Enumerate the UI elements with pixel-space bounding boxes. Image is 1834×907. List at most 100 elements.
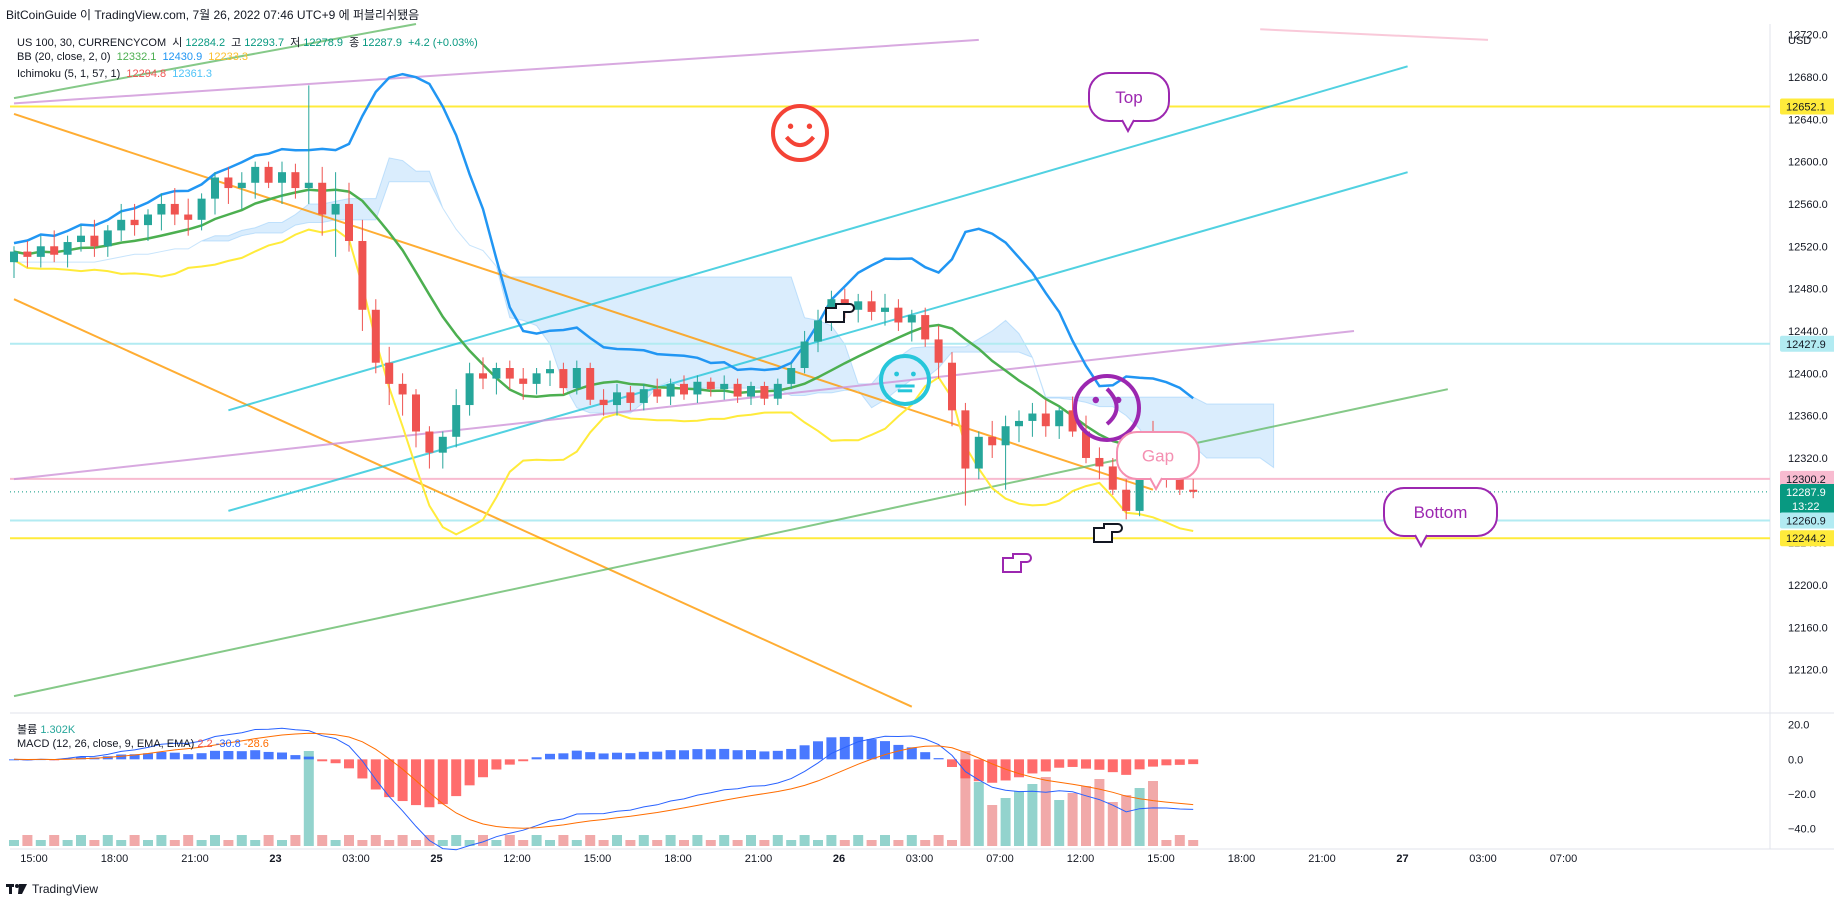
candle-body — [50, 246, 59, 255]
candle-75 — [1015, 410, 1023, 443]
emoji-outline — [879, 354, 931, 406]
macd-tick-label: 0.0 — [1788, 754, 1803, 766]
candle-body — [1108, 466, 1117, 490]
macd-hist-bar-15 — [210, 750, 220, 760]
macd-tick-label: −40.0 — [1788, 824, 1816, 836]
candle-43 — [586, 362, 595, 406]
candle-body — [157, 203, 166, 215]
price-badge-label: 12244.2 — [1786, 533, 1826, 545]
emoji-eye — [806, 123, 813, 129]
candle-50 — [680, 375, 688, 400]
volume-bar-17 — [236, 835, 247, 846]
candle-body — [1001, 426, 1010, 446]
bb-label: BB (20, close, 2, 0) — [17, 51, 111, 63]
macd-hist-bar-19 — [263, 751, 274, 760]
candle-body — [291, 172, 300, 189]
macd-hist-bar-88 — [1188, 759, 1199, 765]
volume-bar-8 — [116, 840, 127, 846]
emoji-eye — [1092, 396, 1100, 404]
candle-5 — [77, 225, 85, 252]
macd-hist-bar-30 — [411, 759, 421, 806]
macd-hist-bar-62 — [839, 736, 850, 760]
candle-55 — [747, 381, 755, 406]
time-tick-label: 03:00 — [906, 853, 934, 865]
macd-tick-label: 20.0 — [1788, 720, 1809, 732]
macd-hist-bar-53 — [719, 748, 730, 760]
macd-hist-bar-66 — [893, 744, 904, 760]
volume-bar-41 — [558, 835, 569, 846]
macd-hist-bar-37 — [504, 759, 515, 765]
price-tick-label: 12480.0 — [1788, 284, 1828, 296]
volume-bar-71 — [960, 751, 971, 846]
macd-hist-bar-60 — [813, 741, 823, 760]
volume-bar-54 — [732, 840, 743, 846]
candle-body — [639, 389, 648, 403]
publisher-line: BitCoinGuide 이 TradingView.com, 7월 26, 2… — [6, 8, 420, 22]
candle-body — [23, 251, 32, 257]
volume-bar-13 — [183, 835, 194, 846]
price-tick-label: 12320.0 — [1788, 453, 1828, 465]
candle-body — [1122, 489, 1131, 511]
time-tick-label: 07:00 — [986, 853, 1014, 865]
candle-body — [358, 240, 367, 310]
emoji-outline — [1073, 374, 1141, 442]
violet-line-lower — [13, 329, 1355, 481]
candle-51 — [693, 375, 702, 403]
candle-body — [706, 381, 715, 390]
volume-bar-74 — [1000, 798, 1011, 846]
macd-hist-bar-12 — [169, 752, 180, 760]
candle-body — [961, 410, 970, 469]
volume-bar-67 — [906, 835, 917, 846]
volume-bar-56 — [759, 840, 770, 846]
candle-body — [733, 383, 742, 397]
macd-hist-bar-80 — [1081, 759, 1091, 769]
candle-6 — [90, 219, 99, 257]
candle-58 — [787, 362, 796, 390]
candle-body — [251, 166, 260, 183]
candle-body — [653, 389, 662, 397]
dizzy-face-icon — [1073, 374, 1141, 442]
candle-72 — [974, 431, 983, 480]
volume-bar-0 — [9, 840, 19, 846]
volume-bar-43 — [585, 835, 596, 846]
candle-68 — [921, 307, 930, 347]
volume-bar-29 — [397, 835, 408, 846]
volume-bar-6 — [89, 840, 100, 846]
candle-66 — [894, 299, 903, 331]
macd-hist-bar-36 — [491, 759, 502, 770]
volume-bar-27 — [370, 835, 381, 846]
volume-bar-59 — [799, 835, 810, 846]
volume-value: 1.302K — [40, 724, 76, 736]
volume-bar-2 — [35, 840, 46, 846]
candle-69 — [934, 325, 943, 379]
bb-lower-line — [13, 228, 1194, 536]
footer-brand[interactable]: TradingView — [6, 882, 98, 896]
bubble-text: Top — [1115, 88, 1142, 107]
bb-legend: BB (20, close, 2, 0) 12332.1 12430.9 122… — [17, 51, 251, 63]
volume-bar-23 — [317, 835, 328, 846]
candle-20 — [278, 161, 286, 204]
candle-65 — [881, 293, 889, 326]
candle-body — [974, 436, 983, 469]
candle-9 — [130, 203, 139, 236]
candle-body — [224, 177, 233, 189]
candle-60 — [814, 309, 822, 353]
macd-hist-bar-39 — [531, 757, 542, 760]
volume-bar-4 — [62, 840, 73, 846]
volume-bar-65 — [880, 835, 890, 846]
macd-hist-bar-40 — [545, 753, 555, 760]
change-value: +4.2 (+0.03%) — [408, 37, 478, 49]
macd-hist-bar-34 — [464, 759, 475, 786]
candle-80 — [1082, 415, 1090, 464]
candle-body — [532, 373, 541, 384]
high-value: 12293.7 — [244, 37, 285, 49]
candle-body — [385, 362, 394, 384]
volume-bar-88 — [1188, 840, 1199, 846]
time-tick-label: 21:00 — [1308, 853, 1336, 865]
macd-hist-bar-17 — [236, 751, 247, 760]
macd-hist-bar-81 — [1094, 759, 1105, 770]
candle-27 — [371, 299, 380, 374]
time-tick-label: 26 — [833, 853, 845, 865]
candle-body — [760, 385, 769, 399]
